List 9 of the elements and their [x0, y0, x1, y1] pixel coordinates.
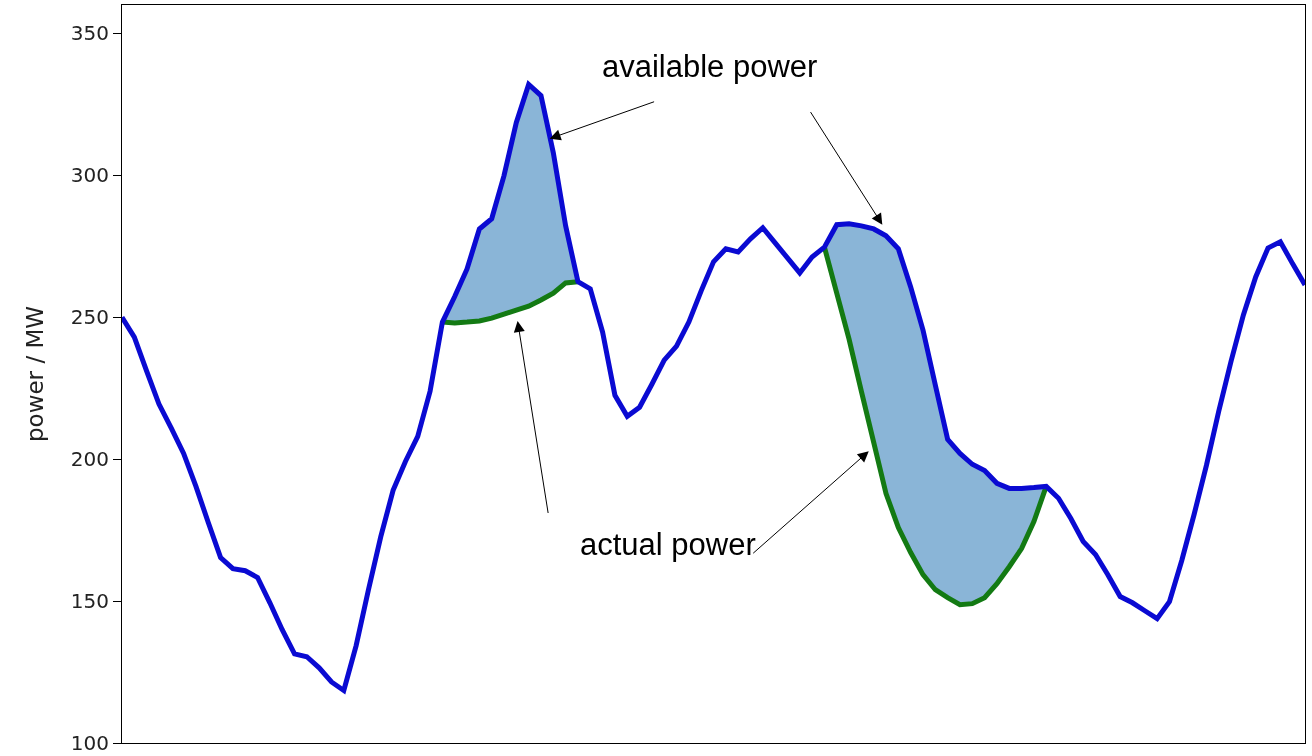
- y-tick-label: 100: [70, 731, 109, 755]
- y-tick-label: 250: [70, 305, 109, 330]
- y-tick-label: 150: [70, 589, 109, 614]
- annotation: actual power: [580, 527, 756, 562]
- y-tick-label: 200: [70, 447, 109, 472]
- y-axis-title: power / MW: [22, 305, 49, 443]
- y-tick-label: 300: [70, 163, 109, 188]
- annotation: available power: [602, 49, 818, 84]
- y-tick-label: 350: [70, 21, 109, 46]
